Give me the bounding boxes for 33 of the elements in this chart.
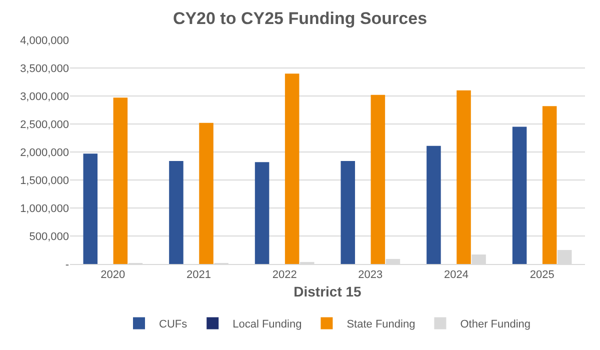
x-axis-title: District 15 [294,284,362,300]
bar [370,94,386,264]
y-tick-label: 3,500,000 [20,62,69,75]
y-tick-label: 1,500,000 [20,174,69,187]
y-tick-label: 2,500,000 [20,118,69,131]
bar [83,154,98,264]
bar [284,74,300,264]
bar [426,146,441,264]
x-tick-label: 2025 [530,269,554,282]
y-tick-label: - [65,258,70,271]
bar [456,90,471,264]
bar [254,162,270,264]
y-tick-label: 500,000 [29,230,69,243]
bar [113,98,128,264]
bar [199,122,214,264]
x-tick-label: 2024 [444,269,468,282]
y-tick-label: 4,000,000 [20,34,69,47]
bar [542,106,557,264]
bar [340,160,356,264]
x-tick-label: 2023 [358,269,383,282]
bar [512,126,527,264]
chart-title: CY20 to CY25 Funding Sources [172,9,428,28]
x-tick-label: 2021 [186,269,211,282]
bar [169,160,184,264]
legend-label: State Funding [346,318,416,331]
x-tick-label: 2022 [272,269,297,282]
legend-label: Local Funding [232,318,302,331]
legend-label: Other Funding [460,318,531,331]
legend-label: CUFs [159,318,188,331]
x-tick-label: 2020 [100,269,126,282]
y-tick-label: 2,000,000 [20,146,69,159]
y-tick-label: 1,000,000 [20,202,69,215]
y-tick-label: 3,000,000 [20,90,69,103]
